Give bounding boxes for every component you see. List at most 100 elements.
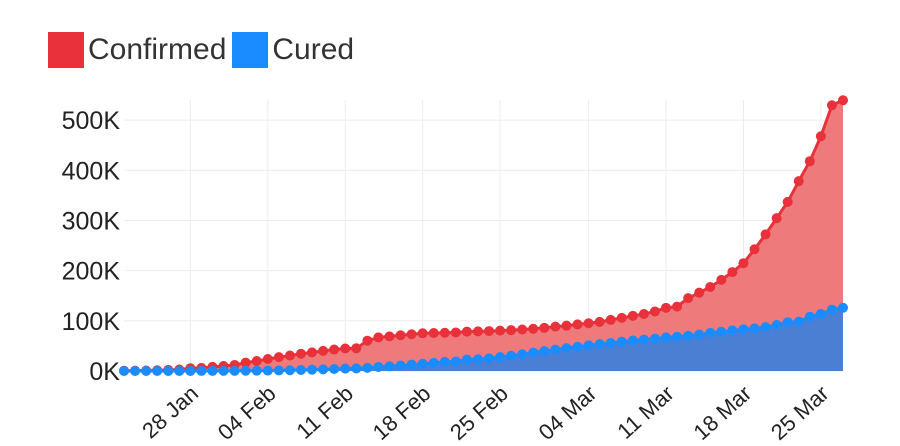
data-point-confirmed — [329, 344, 340, 355]
data-point-cured — [340, 363, 351, 374]
data-point-confirmed — [428, 328, 439, 339]
data-point-cured — [439, 356, 450, 367]
data-point-cured — [627, 335, 638, 346]
data-point-confirmed — [815, 131, 826, 142]
data-point-confirmed — [683, 293, 694, 304]
data-point-confirmed — [384, 331, 395, 342]
x-tick-label: 11 Mar — [612, 381, 678, 444]
data-point-cured — [826, 304, 837, 315]
data-point-cured — [672, 331, 683, 342]
x-tick-label: 25 Feb — [445, 381, 513, 445]
data-point-confirmed — [307, 347, 318, 358]
data-point-confirmed — [340, 343, 351, 354]
data-point-cured — [240, 365, 251, 376]
data-point-confirmed — [716, 274, 727, 285]
y-tick-label: 300K — [62, 207, 121, 235]
data-point-confirmed — [284, 350, 295, 361]
data-point-confirmed — [262, 354, 273, 365]
data-point-cured — [229, 365, 240, 376]
data-point-confirmed — [450, 327, 461, 338]
data-point-confirmed — [539, 322, 550, 333]
data-point-cured — [273, 365, 284, 376]
data-point-cured — [417, 358, 428, 369]
legend-swatch-cured — [232, 32, 269, 68]
data-point-cured — [251, 365, 262, 376]
data-point-cured — [284, 365, 295, 376]
x-tick-label: 18 Feb — [368, 381, 436, 445]
data-point-confirmed — [517, 324, 528, 335]
data-point-cured — [561, 343, 572, 354]
data-point-cured — [218, 365, 229, 376]
data-point-cured — [119, 365, 129, 376]
data-point-confirmed — [240, 357, 251, 368]
y-tick-label: 400K — [62, 157, 121, 185]
data-point-cured — [583, 340, 594, 351]
data-point-confirmed — [782, 196, 793, 207]
x-tick-label: 25 Mar — [766, 381, 834, 445]
data-point-cured — [395, 360, 406, 371]
data-point-confirmed — [273, 352, 284, 363]
x-tick-label: 18 Mar — [689, 381, 757, 445]
data-point-confirmed — [406, 329, 417, 340]
x-tick-label: 04 Feb — [213, 381, 281, 445]
data-point-confirmed — [661, 302, 672, 313]
x-tick-label: 28 Jan — [137, 381, 203, 444]
x-tick-label: 04 Mar — [534, 381, 602, 445]
data-point-confirmed — [439, 327, 450, 338]
data-point-confirmed — [793, 176, 804, 187]
data-point-cured — [472, 354, 483, 365]
data-point-cured — [727, 325, 738, 336]
data-point-confirmed — [605, 314, 616, 325]
data-point-confirmed — [495, 325, 506, 336]
data-point-cured — [207, 365, 218, 376]
data-point-cured — [694, 329, 705, 340]
data-point-confirmed — [251, 356, 262, 367]
data-point-cured — [683, 330, 694, 341]
data-point-cured — [572, 341, 583, 352]
data-point-cured — [152, 365, 163, 376]
data-point-cured — [782, 317, 793, 328]
data-point-confirmed — [362, 335, 373, 346]
data-point-cured — [484, 353, 495, 364]
data-point-cured — [793, 316, 804, 327]
data-point-cured — [838, 302, 848, 313]
data-point-cured — [705, 327, 716, 338]
data-point-confirmed — [672, 301, 683, 312]
data-point-confirmed — [649, 306, 660, 317]
data-point-cured — [716, 326, 727, 337]
data-point-confirmed — [295, 348, 306, 359]
legend-swatch-confirmed — [48, 32, 84, 68]
data-point-confirmed — [749, 244, 760, 255]
data-point-cured — [450, 356, 461, 367]
data-point-cured — [174, 365, 185, 376]
y-tick-label: 100K — [62, 308, 121, 336]
data-point-confirmed — [727, 267, 738, 278]
data-point-cured — [329, 364, 340, 375]
data-point-cured — [605, 337, 616, 348]
data-point-confirmed — [826, 100, 837, 111]
data-point-cured — [771, 319, 782, 330]
data-point-cured — [362, 362, 373, 373]
data-point-cured — [550, 344, 561, 355]
data-point-cured — [130, 365, 141, 376]
data-point-cured — [428, 357, 439, 368]
data-point-confirmed — [583, 318, 594, 329]
legend-item-cured[interactable]: Cured — [232, 32, 354, 68]
legend-label-cured: Cured — [272, 33, 355, 66]
data-point-cured — [539, 346, 550, 357]
legend-item-confirmed[interactable]: Confirmed — [48, 32, 226, 68]
data-point-confirmed — [594, 316, 605, 327]
data-point-confirmed — [318, 345, 329, 356]
data-point-confirmed — [627, 310, 638, 321]
data-point-confirmed — [561, 320, 572, 331]
data-point-cured — [351, 363, 362, 374]
data-point-cured — [661, 332, 672, 343]
data-point-cured — [406, 359, 417, 370]
data-point-confirmed — [738, 258, 749, 269]
data-point-cured — [495, 351, 506, 362]
legend: Confirmed Cured — [48, 32, 360, 68]
data-point-confirmed — [373, 332, 384, 343]
data-point-cured — [738, 324, 749, 335]
